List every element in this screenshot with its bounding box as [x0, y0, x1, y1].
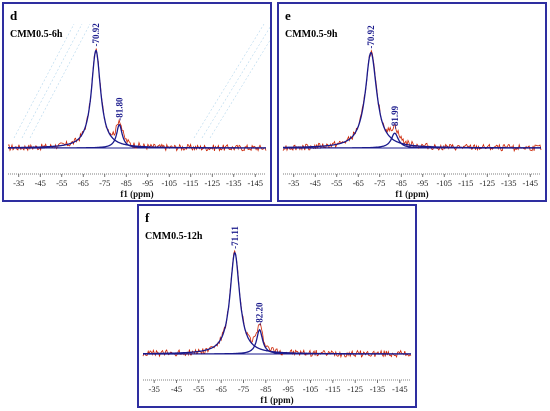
fitted-peak [283, 132, 541, 149]
background-line [13, 23, 75, 139]
panel-letter: f [145, 210, 150, 225]
peak-label: -70.92 [91, 23, 101, 47]
x-tick-label: -65 [215, 384, 226, 394]
background-line [29, 23, 91, 139]
experimental-trace [142, 249, 412, 359]
fitted-peak [8, 49, 266, 149]
peak-label: -81.80 [114, 97, 124, 121]
fitted-peak [8, 124, 266, 149]
background-line [21, 23, 83, 139]
spectrum-chart-e: e CMM0.5-9h -70.92 -81.99 -35 -45 -55 -65 -75 -85… [282, 8, 542, 199]
x-tick-label: -115 [183, 178, 198, 188]
x-tick-label: -105 [436, 178, 452, 188]
x-tick-label: -115 [458, 178, 473, 188]
spectrum-chart-d: d CMM0.5-6h -70.92 -81.80 -35 -45 -55 -65 -75 -85… [7, 8, 270, 199]
x-tick-label: -75 [374, 178, 385, 188]
spectrum-chart-f: f CMM0.5-12h -71.11 -82.20 -35 -45 -55 -65 -75 -8… [142, 210, 412, 405]
x-tick-label: -45 [35, 178, 46, 188]
x-tick-label: -35 [288, 178, 299, 188]
panel-letter: d [10, 8, 18, 23]
experimental-trace [7, 48, 267, 152]
x-tick-label: -115 [325, 384, 340, 394]
panel-d: d CMM0.5-6h -70.92 -81.80 -35 -45 -55 -65 -75 -85… [2, 2, 272, 202]
x-axis-label: f1 (ppm) [395, 189, 428, 199]
x-tick-label: -125 [347, 384, 363, 394]
x-tick-label: -35 [148, 384, 159, 394]
x-tick-label: -145 [392, 384, 408, 394]
x-tick-label: -55 [56, 178, 67, 188]
background-line [209, 39, 270, 139]
x-tick-label: -145 [522, 178, 538, 188]
x-tick-label: -75 [238, 384, 249, 394]
fitted-peak [143, 328, 411, 355]
background-line [201, 26, 270, 139]
x-tick-label: -95 [282, 384, 293, 394]
x-tick-label: -125 [204, 178, 220, 188]
x-tick-label: -95 [417, 178, 428, 188]
x-tick-label: -105 [161, 178, 177, 188]
x-tick-label: -65 [78, 178, 89, 188]
x-tick-label: -75 [99, 178, 110, 188]
x-tick-label: -95 [142, 178, 153, 188]
x-tick-label: -135 [501, 178, 517, 188]
sample-label: CMM0.5-12h [145, 231, 203, 242]
x-axis-label: f1 (ppm) [120, 189, 153, 199]
x-tick-label: -85 [396, 178, 407, 188]
peak-label: -81.99 [390, 105, 400, 129]
sample-label: CMM0.5-6h [10, 29, 63, 40]
peak-label: -70.92 [366, 25, 376, 49]
x-tick-label: -45 [171, 384, 182, 394]
panel-letter: e [285, 8, 291, 23]
x-axis-label: f1 (ppm) [260, 395, 293, 405]
fitted-peak [143, 251, 411, 355]
x-tick-label: -85 [260, 384, 271, 394]
x-tick-label: -65 [353, 178, 364, 188]
x-tick-label: -85 [121, 178, 132, 188]
sample-label: CMM0.5-9h [285, 29, 338, 40]
x-tick-label: -105 [303, 384, 319, 394]
x-tick-label: -135 [226, 178, 242, 188]
panel-f: f CMM0.5-12h -71.11 -82.20 -35 -45 -55 -65 -75 -8… [137, 204, 417, 408]
x-tick-label: -55 [193, 384, 204, 394]
x-tick-label: -145 [247, 178, 263, 188]
x-tick-label: -35 [13, 178, 24, 188]
x-tick-label: -135 [370, 384, 386, 394]
fitted-peak [283, 51, 541, 149]
background-lines [13, 23, 270, 139]
experimental-trace [282, 49, 542, 153]
x-tick-label: -125 [479, 178, 495, 188]
background-line [193, 23, 265, 139]
panel-e: e CMM0.5-9h -70.92 -81.99 -35 -45 -55 -65 -75 -85… [277, 2, 547, 202]
x-tick-label: -45 [310, 178, 321, 188]
x-tick-label: -55 [331, 178, 342, 188]
peak-label: -71.11 [230, 226, 240, 249]
peak-label: -82.20 [255, 302, 265, 326]
